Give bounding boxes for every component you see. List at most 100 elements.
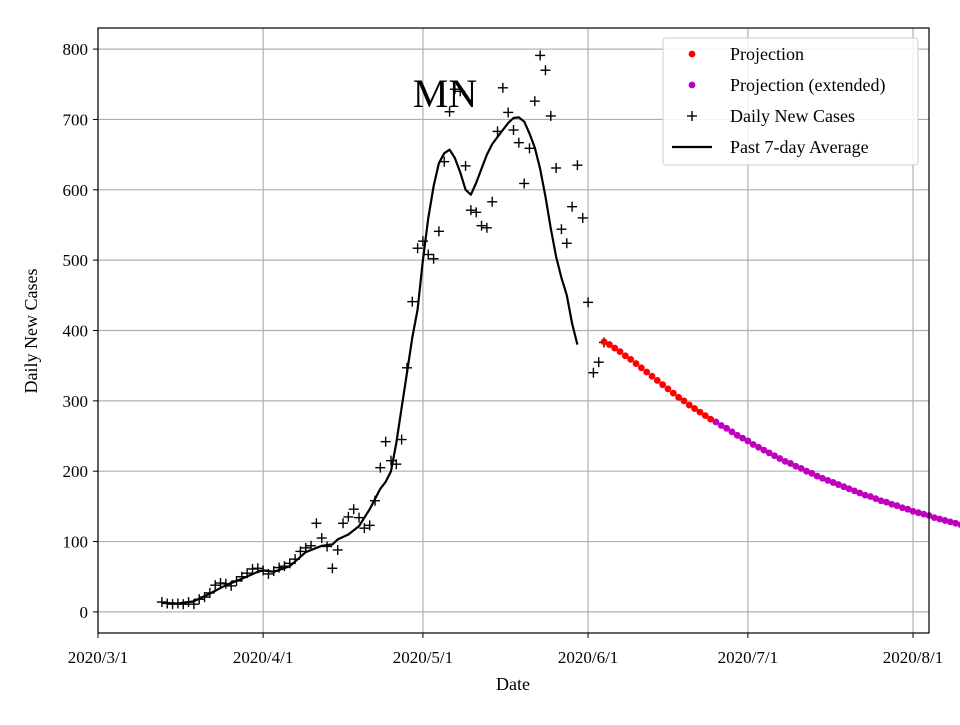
daily-case-marker: [359, 523, 370, 534]
daily-case-marker: [274, 562, 285, 573]
axes: 2020/3/1 2020/4/1 2020/5/1 2020/6/1 2020/7/1…: [63, 27, 943, 667]
projection-extended-point: [936, 515, 944, 523]
projection-extended-point: [728, 428, 736, 436]
daily-case-marker: [194, 594, 205, 605]
projection-extended-point: [739, 434, 746, 442]
daily-case-marker: [311, 518, 322, 529]
projection-extended-point: [867, 493, 874, 500]
daily-case-marker: [220, 578, 231, 589]
daily-case-marker: [210, 580, 221, 591]
daily-case-marker: [556, 224, 567, 235]
daily-case-marker: [236, 571, 247, 582]
projection-extended-point: [755, 443, 762, 451]
daily-case-marker: [428, 253, 439, 264]
daily-case-marker: [263, 568, 274, 579]
projection-extended-point: [781, 457, 789, 465]
daily-case-marker: [401, 362, 412, 373]
daily-case-marker: [258, 565, 269, 576]
projection-extended-point: [733, 431, 741, 439]
daily-case-marker: [354, 512, 365, 523]
projection-extended-point: [840, 483, 848, 491]
daily-case-marker: [460, 160, 471, 171]
legend-label: Daily New Cases: [730, 106, 855, 126]
projection-point: [685, 401, 693, 409]
legend-plus-marker: [687, 111, 697, 121]
daily-case-marker: [433, 226, 444, 237]
projection-point: [616, 348, 624, 356]
projection-extended-point: [898, 504, 906, 512]
daily-case-marker: [375, 462, 386, 473]
daily-case-marker: [449, 84, 460, 95]
daily-case-marker: [417, 236, 428, 247]
daily-case-marker: [332, 544, 343, 555]
x-tick-label: 2020/7/1: [718, 648, 778, 667]
daily-case-marker: [497, 82, 508, 93]
projection-point: [696, 408, 704, 416]
daily-case-marker: [524, 143, 535, 154]
legend-dot-marker: [688, 50, 696, 58]
projection-extended-point: [888, 500, 896, 508]
daily-case-marker: [540, 65, 551, 76]
daily-case-marker: [385, 455, 396, 466]
projection-point: [691, 405, 699, 412]
chart-annotation: MN: [413, 71, 477, 116]
projection-point: [627, 355, 635, 363]
legend-label: Projection (extended): [730, 75, 885, 96]
daily-case-marker: [167, 599, 178, 610]
projection-extended-point: [712, 418, 720, 426]
projection-extended-point: [819, 474, 826, 482]
y-tick-label: 200: [63, 462, 89, 481]
projection-extended-point: [808, 469, 816, 477]
daily-case-marker: [295, 546, 306, 557]
projection-extended-point: [771, 452, 778, 460]
y-tick-label: 800: [63, 40, 89, 59]
daily-case-marker: [577, 212, 588, 223]
daily-case-marker: [364, 520, 375, 531]
projection-extended-point: [760, 446, 768, 454]
projection-point: [659, 381, 667, 389]
projection-extended-point: [920, 510, 928, 518]
daily-case-marker: [284, 558, 295, 569]
legend-label: Past 7-day Average: [730, 137, 869, 157]
daily-case-marker: [268, 566, 279, 577]
daily-case-marker: [316, 533, 327, 544]
projection-extended-point: [952, 519, 960, 527]
x-tick-label: 2020/6/1: [558, 648, 618, 667]
projection-extended-point: [792, 462, 800, 470]
x-tick-label: 2020/3/1: [68, 648, 128, 667]
projection-extended-point: [717, 422, 725, 429]
daily-case-marker: [348, 504, 359, 515]
projection-point: [643, 368, 651, 376]
daily-case-marker: [439, 156, 450, 167]
daily-case-marker: [476, 220, 487, 231]
daily-case-marker: [290, 554, 301, 565]
daily-case-marker: [338, 518, 349, 529]
projection-point: [653, 377, 661, 384]
projection-extended-point: [909, 507, 917, 515]
daily-case-marker: [412, 243, 423, 254]
y-axis-label: Daily New Cases: [21, 269, 41, 394]
daily-case-marker: [327, 563, 338, 574]
y-tick-label: 700: [63, 110, 89, 129]
projection-point: [680, 397, 688, 405]
projection-extended-point: [930, 514, 938, 522]
daily-case-marker: [423, 249, 434, 260]
projection-extended-point: [813, 472, 821, 480]
y-tick-label: 100: [63, 533, 89, 552]
projection-extended-point: [861, 491, 869, 499]
projection-point: [701, 412, 709, 420]
daily-case-marker: [593, 357, 604, 368]
y-tick-label: 600: [63, 181, 89, 200]
daily-case-marker: [545, 110, 556, 121]
daily-case-marker: [156, 597, 167, 608]
projection-point: [669, 389, 677, 397]
projection-extended-point: [851, 487, 858, 495]
daily-case-marker: [583, 297, 594, 308]
daily-case-marker: [503, 107, 514, 118]
projection-extended-point: [797, 464, 805, 472]
projection-extended-point: [882, 498, 890, 506]
daily-case-marker: [162, 598, 173, 609]
projection-point: [664, 385, 672, 393]
